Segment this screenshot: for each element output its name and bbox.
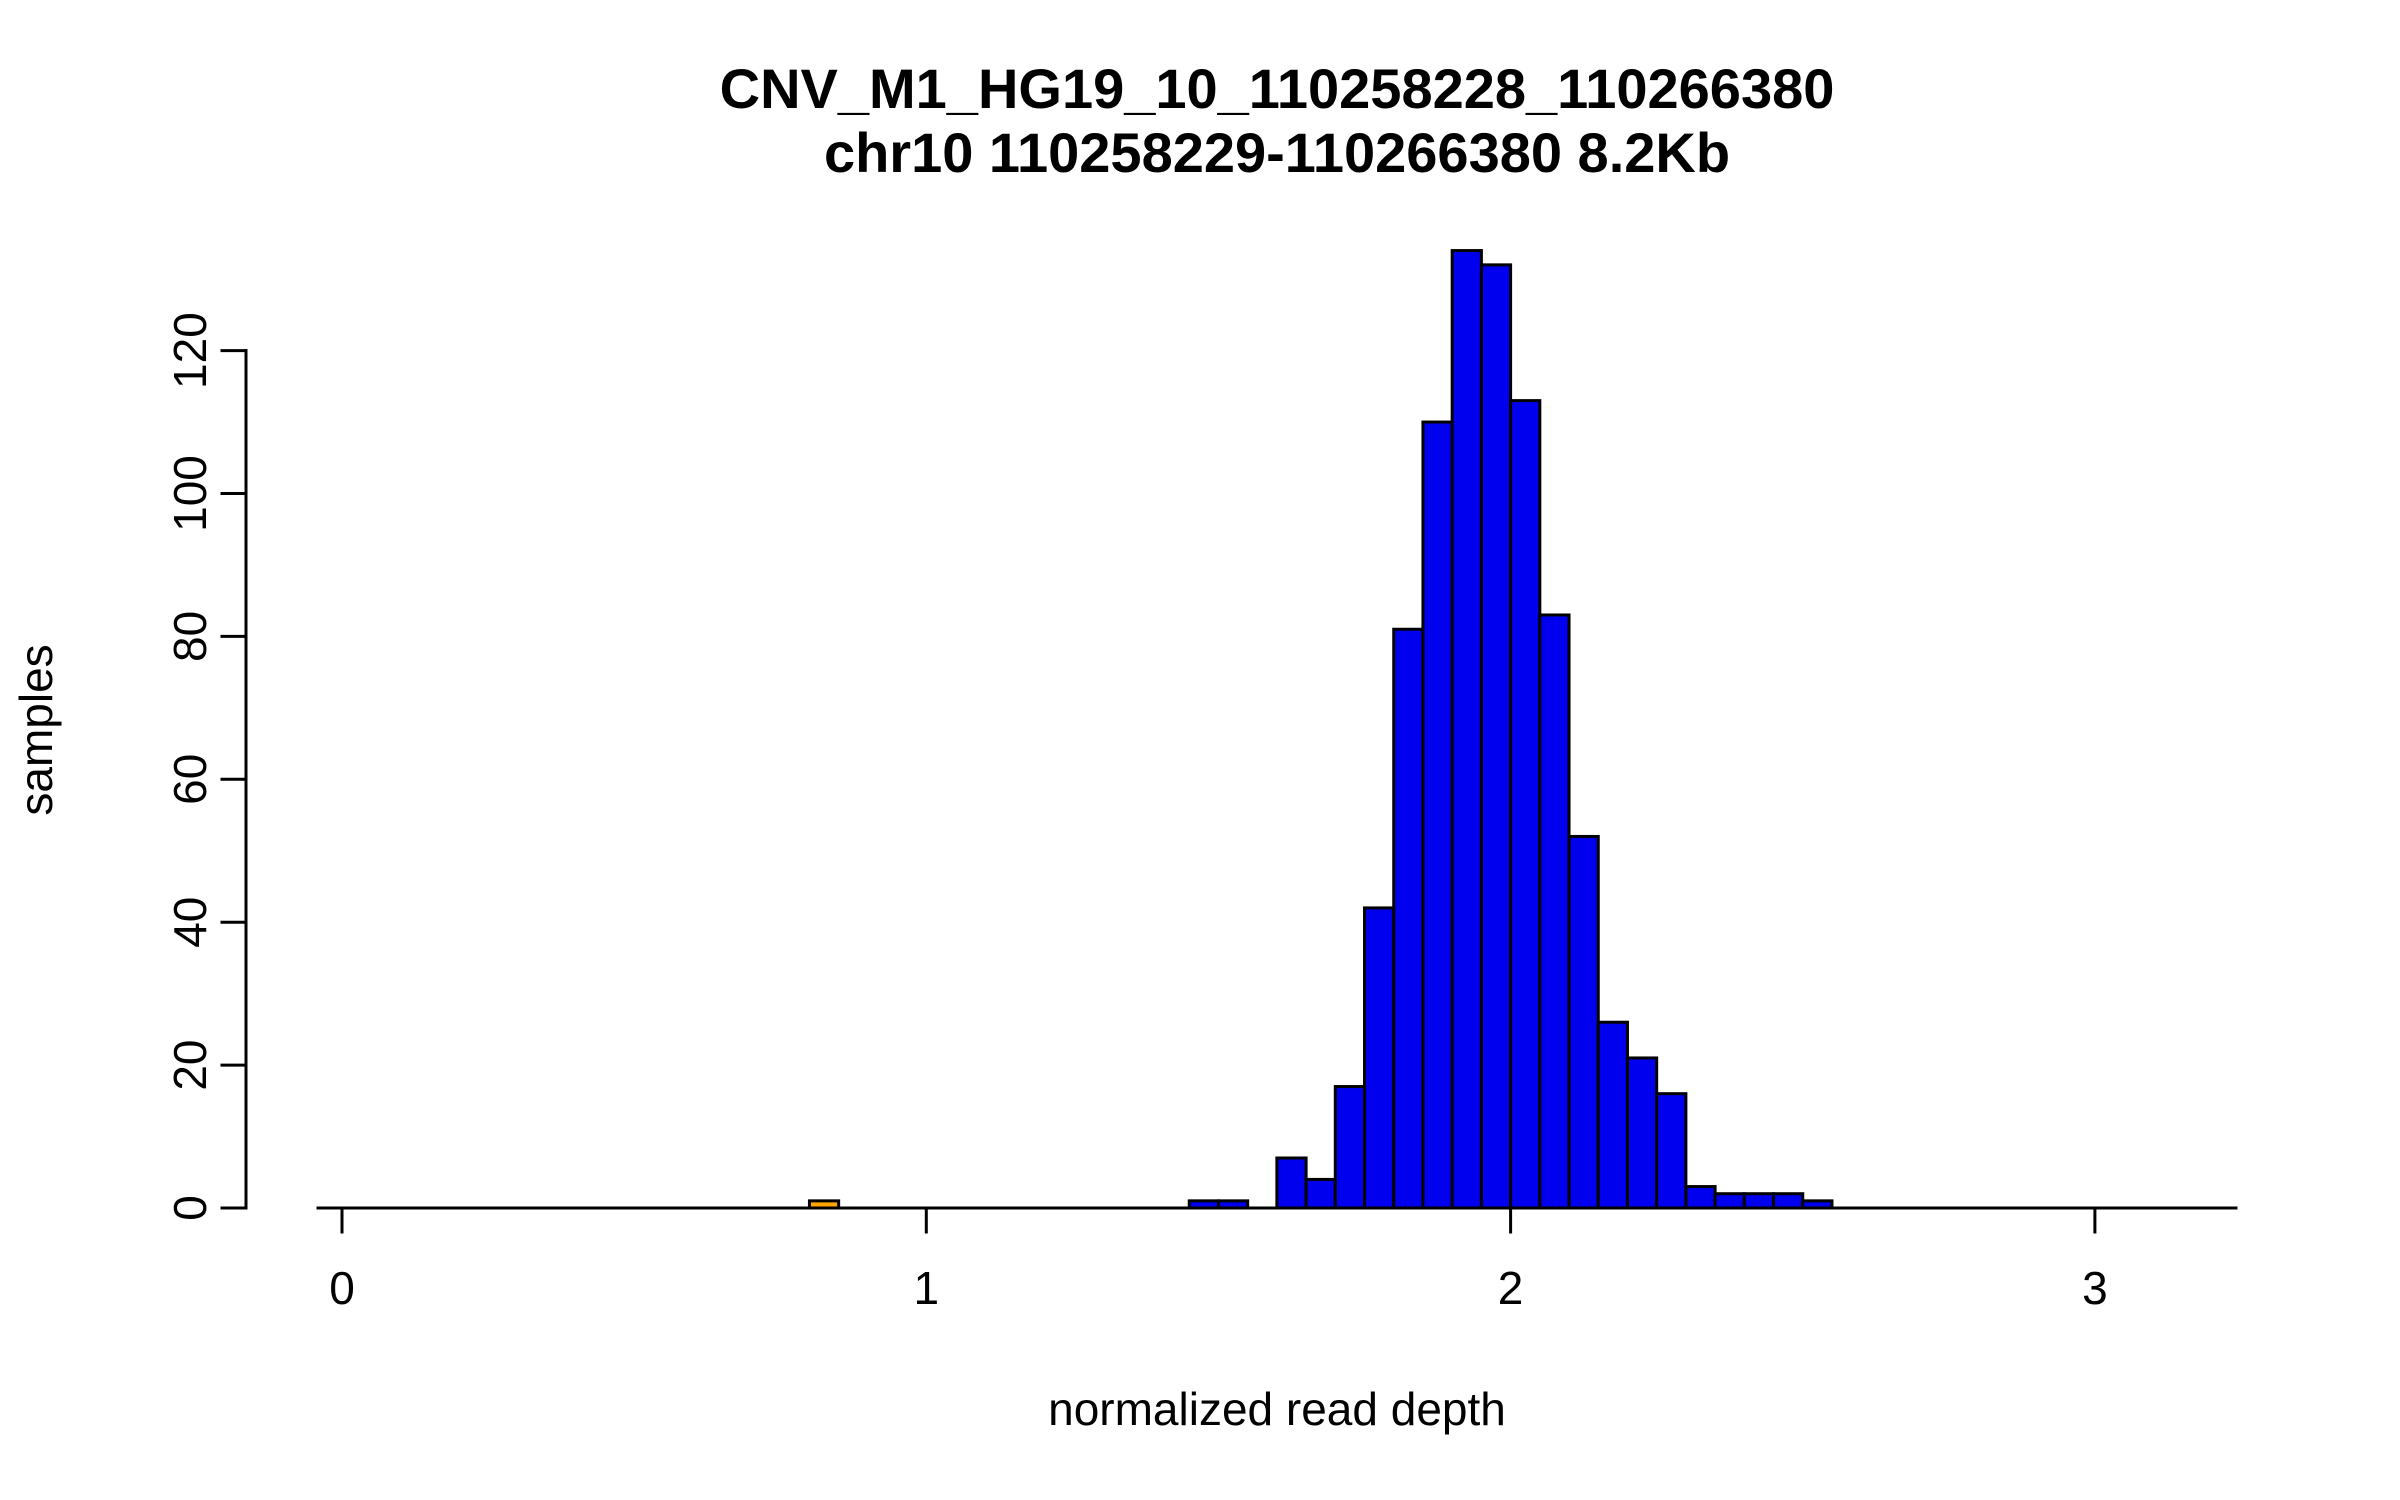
histogram-bar [1684, 1185, 1717, 1210]
y-tick-label: 0 [164, 1195, 216, 1221]
x-tick-label: 1 [914, 1262, 940, 1314]
chart-title: CNV_M1_HG19_10_110258228_110266380 [720, 57, 1835, 120]
histogram-bar [1742, 1192, 1776, 1210]
y-tick-label: 80 [164, 611, 216, 662]
histogram-bar [1625, 1056, 1659, 1210]
x-tick-label: 3 [2082, 1262, 2108, 1314]
y-axis-label: samples [10, 644, 62, 815]
histogram-bar [1363, 906, 1396, 1210]
x-axis-label: normalized read depth [1048, 1383, 1506, 1435]
histogram-bar [1275, 1156, 1308, 1210]
x-tick-label: 0 [329, 1262, 355, 1314]
histogram-bar [1304, 1177, 1337, 1210]
histogram-bar [1450, 249, 1483, 1210]
chart-subtitle: chr10 110258229-110266380 8.2Kb [824, 121, 1730, 184]
histogram-bar [1509, 399, 1542, 1210]
histogram-bar [1333, 1085, 1367, 1210]
histogram-bars [807, 249, 1834, 1210]
y-tick-label: 60 [164, 754, 216, 805]
histogram-bar [1713, 1192, 1746, 1210]
histogram-bar [1392, 627, 1425, 1210]
histogram-bar [1567, 834, 1600, 1210]
y-tick-label: 40 [164, 897, 216, 948]
chart-axes: 0 1 2 3 0 20 40 60 80 100 120 [164, 312, 2238, 1314]
y-tick-label: 100 [164, 455, 216, 532]
histogram-bar [1655, 1092, 1688, 1210]
y-tick-label: 120 [164, 312, 216, 389]
histogram-bar [1596, 1020, 1629, 1210]
x-tick-label: 2 [1498, 1262, 1524, 1314]
y-tick-label: 20 [164, 1040, 216, 1091]
histogram-bar [1421, 420, 1454, 1210]
histogram-bar [1772, 1192, 1805, 1210]
histogram-bar [1538, 613, 1571, 1210]
histogram-bar [1479, 263, 1513, 1210]
